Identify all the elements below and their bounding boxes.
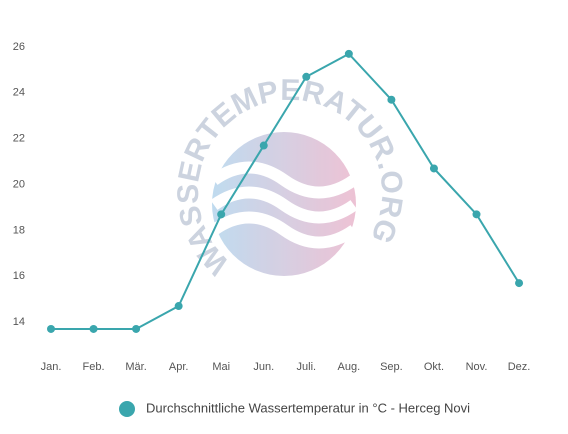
x-tick-label: Dez.	[508, 361, 531, 373]
point	[344, 49, 353, 58]
y-tick-label: 14	[13, 316, 25, 328]
point	[47, 324, 55, 333]
x-tick-label: Jun.	[253, 361, 274, 373]
x-tick-label: Sep.	[380, 361, 403, 373]
x-tick-label: Okt.	[424, 361, 444, 373]
x-tick-label: Mai	[212, 361, 230, 373]
point	[174, 302, 183, 311]
x-tick-label: Feb.	[83, 361, 105, 373]
x-tick-label: Mär.	[125, 361, 146, 373]
y-tick-label: 22	[13, 133, 25, 145]
point	[472, 210, 481, 219]
legend-marker	[119, 401, 135, 417]
point	[302, 72, 311, 81]
x-tick-label: Nov.	[466, 361, 488, 373]
point	[132, 324, 141, 333]
point	[259, 141, 268, 150]
point	[429, 164, 438, 173]
y-tick-label: 24	[13, 87, 25, 99]
x-tick-label: Jan.	[41, 361, 62, 373]
x-tick-label: Juli.	[297, 361, 317, 373]
y-tick-label: 18	[13, 224, 25, 236]
legend-text: Durchschnittliche Wassertemperatur in °C…	[146, 400, 470, 415]
y-tick-label: 20	[13, 178, 25, 190]
x-tick-label: Aug.	[338, 361, 361, 373]
point	[387, 95, 396, 104]
y-tick-label: 26	[13, 41, 25, 53]
point	[217, 210, 226, 219]
point	[89, 324, 98, 333]
y-tick-label: 16	[13, 270, 25, 282]
watermark-logo: WASSERTEMPERATUR.ORG	[172, 74, 407, 281]
x-tick-label: Apr.	[169, 361, 189, 373]
point	[515, 279, 524, 288]
line	[51, 52, 520, 330]
